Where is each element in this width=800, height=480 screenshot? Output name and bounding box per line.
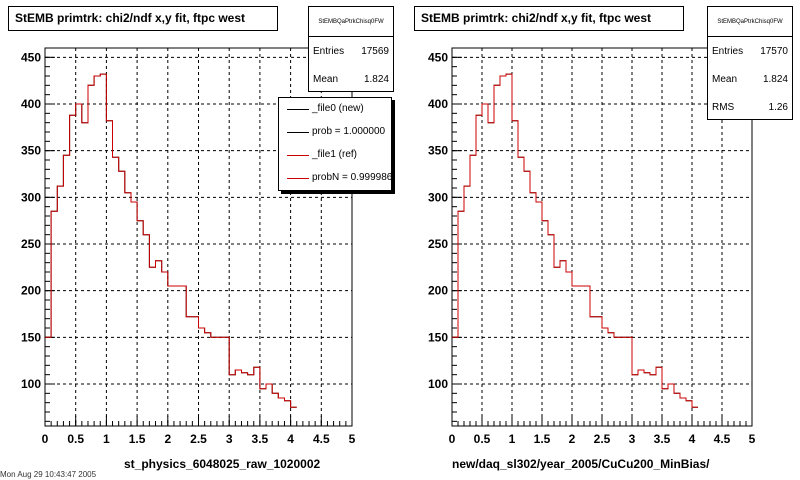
left-stats-box: StEMBQaPtrkChisq0FW Entries 17569 Mean 1… [308, 6, 394, 92]
left-y-tick-label: 150 [21, 330, 41, 344]
left-y-tick-label: 200 [21, 284, 41, 298]
legend-line-new [287, 132, 309, 133]
left-y-tick-label: 450 [21, 50, 41, 64]
right-x-tick-label: 2 [569, 432, 576, 446]
right-stats-mean-value: 1.824 [762, 74, 788, 85]
right-stats-rms-row: RMS 1.26 [708, 93, 792, 121]
right-histogram-ref [452, 73, 698, 408]
right-y-tick-label: 400 [428, 97, 448, 111]
right-y-tick-label: 250 [428, 237, 448, 251]
right-y-tick-label: 200 [428, 284, 448, 298]
right-x-tick-label: 2.5 [594, 432, 611, 446]
legend-entry: _file1 (ref) [279, 144, 391, 167]
legend-entry: prob = 1.000000 [279, 121, 391, 144]
left-y-tick-label: 350 [21, 144, 41, 158]
left-x-axis-title: st_physics_6048025_raw_1020002 [124, 457, 321, 471]
left-y-tick-label: 100 [21, 377, 41, 391]
right-x-tick-label: 1.5 [534, 432, 551, 446]
right-stats-mean-row: Mean 1.824 [708, 65, 792, 93]
left-x-tick-label: 3.5 [252, 432, 269, 446]
left-stats-entries-value: 17569 [361, 46, 389, 57]
legend-line-ref [287, 155, 309, 156]
right-stats-name: StEMBQaPtrkChisq0FW [708, 7, 792, 37]
left-stats-mean-row: Mean 1.824 [309, 65, 393, 93]
right-stats-entries-row: Entries 17570 [708, 37, 792, 65]
left-stats-name: StEMBQaPtrkChisq0FW [309, 7, 393, 37]
right-x-axis-title: new/daq_sl302/year_2005/CuCu200_MinBias/ [452, 457, 710, 471]
left-y-tick-label: 300 [21, 190, 41, 204]
legend-line-ref [287, 178, 309, 179]
left-histogram-ref [45, 73, 297, 408]
left-x-tick-label: 2.5 [190, 432, 207, 446]
legend-label: probN = 0.999986 [312, 172, 392, 183]
right-y-tick-label: 100 [428, 377, 448, 391]
right-x-tick-label: 0.5 [474, 432, 491, 446]
legend-label: _file1 (ref) [312, 149, 358, 160]
left-y-tick-label: 250 [21, 237, 41, 251]
left-x-tick-label: 5 [349, 432, 356, 446]
left-stats-entries-label: Entries [313, 46, 345, 57]
left-x-tick-label: 1.5 [129, 432, 146, 446]
right-stats-rms-value: 1.26 [768, 102, 788, 113]
right-chart-title: StEMB primtrk: chi2/ndf x,y fit, ftpc we… [414, 6, 684, 31]
right-x-tick-label: 0 [449, 432, 456, 446]
right-x-tick-label: 5 [749, 432, 756, 446]
left-x-tick-label: 0 [42, 432, 49, 446]
left-x-tick-label: 4.5 [313, 432, 330, 446]
right-y-tick-label: 450 [428, 50, 448, 64]
left-x-tick-label: 3 [226, 432, 233, 446]
left-stats-mean-label: Mean [313, 74, 339, 85]
right-x-tick-label: 3 [629, 432, 636, 446]
right-stats-rms-label: RMS [712, 102, 735, 113]
right-x-tick-label: 4 [689, 432, 696, 446]
left-y-tick-label: 400 [21, 97, 41, 111]
right-x-tick-label: 1 [509, 432, 516, 446]
left-legend: _file0 (new) prob = 1.000000 _file1 (ref… [278, 97, 392, 191]
legend-label: _file0 (new) [312, 103, 364, 114]
legend-label: prob = 1.000000 [312, 126, 386, 137]
right-y-tick-label: 300 [428, 190, 448, 204]
left-chart-title: StEMB primtrk: chi2/ndf x,y fit, ftpc we… [8, 6, 278, 31]
right-y-tick-label: 150 [428, 330, 448, 344]
left-x-tick-label: 4 [287, 432, 294, 446]
left-x-tick-label: 1 [103, 432, 110, 446]
legend-line-new [287, 109, 309, 110]
right-stats-entries-value: 17570 [760, 46, 788, 57]
left-x-tick-label: 2 [164, 432, 171, 446]
legend-entry: _file0 (new) [279, 98, 391, 121]
left-chart-title-text: StEMB primtrk: chi2/ndf x,y fit, ftpc we… [15, 11, 246, 25]
right-y-tick-label: 350 [428, 144, 448, 158]
left-stats-entries-row: Entries 17569 [309, 37, 393, 65]
right-stats-box: StEMBQaPtrkChisq0FW Entries 17570 Mean 1… [707, 6, 793, 120]
right-x-tick-label: 3.5 [654, 432, 671, 446]
legend-entry: probN = 0.999986 [279, 167, 391, 190]
timestamp-footer: Mon Aug 29 10:43:47 2005 [0, 470, 97, 479]
right-stats-entries-label: Entries [712, 46, 744, 57]
right-stats-mean-label: Mean [712, 74, 738, 85]
right-x-tick-label: 4.5 [714, 432, 731, 446]
left-x-tick-label: 0.5 [67, 432, 84, 446]
left-stats-mean-value: 1.824 [363, 74, 389, 85]
right-chart-title-text: StEMB primtrk: chi2/ndf x,y fit, ftpc we… [421, 11, 652, 25]
